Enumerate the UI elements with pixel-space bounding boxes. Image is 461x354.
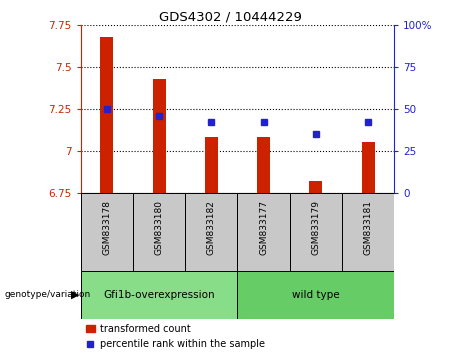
Bar [133,193,185,271]
Text: genotype/variation: genotype/variation [5,290,91,299]
Text: GSM833177: GSM833177 [259,200,268,256]
Text: ▶: ▶ [71,290,80,300]
Bar [290,193,342,271]
Legend: transformed count, percentile rank within the sample: transformed count, percentile rank withi… [86,324,265,349]
Bar [237,271,394,319]
Bar [185,193,237,271]
Text: GSM833180: GSM833180 [154,200,164,256]
Bar [361,143,374,193]
Text: GSM833181: GSM833181 [364,200,372,256]
Bar [153,79,165,193]
Text: GSM833182: GSM833182 [207,200,216,256]
Text: wild type: wild type [292,290,340,300]
Bar [81,193,133,271]
Bar [309,181,322,193]
Text: GSM833179: GSM833179 [311,200,320,256]
Text: Gfi1b-overexpression: Gfi1b-overexpression [103,290,215,300]
Bar [100,36,113,193]
Bar [342,193,394,271]
Text: GSM833178: GSM833178 [102,200,111,256]
Text: GDS4302 / 10444229: GDS4302 / 10444229 [159,11,302,24]
Bar [205,137,218,193]
Bar [257,137,270,193]
Bar [81,271,237,319]
Bar [237,193,290,271]
